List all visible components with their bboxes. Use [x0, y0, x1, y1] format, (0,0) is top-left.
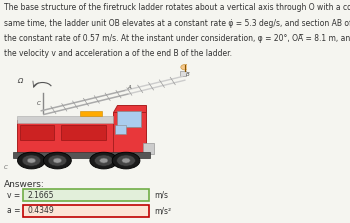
Bar	[80, 112, 102, 116]
FancyBboxPatch shape	[23, 189, 149, 201]
Circle shape	[94, 155, 113, 166]
Text: C: C	[4, 165, 7, 170]
Circle shape	[43, 152, 71, 169]
Circle shape	[117, 155, 135, 166]
Bar	[16, 120, 146, 154]
Text: C: C	[37, 101, 41, 106]
Text: v =: v =	[7, 191, 20, 200]
Bar	[143, 143, 154, 154]
Bar	[16, 116, 113, 123]
Text: Ω: Ω	[18, 78, 23, 83]
Text: m/s²: m/s²	[154, 206, 171, 215]
Circle shape	[181, 64, 190, 70]
Bar	[180, 70, 191, 76]
Bar	[117, 112, 141, 127]
Circle shape	[112, 152, 140, 169]
Circle shape	[27, 158, 35, 163]
Circle shape	[22, 155, 41, 166]
Text: the velocity v and acceleration a of the end B of the ladder.: the velocity v and acceleration a of the…	[4, 49, 232, 58]
Text: 0.4349: 0.4349	[28, 206, 55, 215]
Circle shape	[122, 158, 130, 163]
Text: B: B	[186, 72, 189, 77]
Text: the constant rate of 0.57 m/s. At the instant under consideration, φ = 20°, OA̅ : the constant rate of 0.57 m/s. At the in…	[4, 34, 350, 43]
Circle shape	[53, 158, 62, 163]
Bar	[113, 112, 146, 154]
Circle shape	[48, 155, 66, 166]
Bar	[61, 125, 106, 140]
Text: m/s: m/s	[154, 191, 168, 200]
Circle shape	[90, 152, 118, 169]
Bar	[115, 125, 126, 134]
Circle shape	[100, 158, 108, 163]
Text: Answers:: Answers:	[4, 180, 45, 188]
Polygon shape	[113, 105, 146, 112]
FancyBboxPatch shape	[23, 205, 149, 217]
Circle shape	[18, 152, 46, 169]
Text: A: A	[127, 85, 131, 90]
Bar	[13, 152, 150, 158]
Text: 2.1665: 2.1665	[28, 191, 55, 200]
Bar	[20, 125, 54, 140]
Text: same time, the ladder unit OB elevates at a constant rate φ̇ = 5.3 deg/s, and se: same time, the ladder unit OB elevates a…	[4, 19, 350, 27]
Text: a =: a =	[7, 206, 21, 215]
Text: The base structure of the firetruck ladder rotates about a vertical axis through: The base structure of the firetruck ladd…	[4, 3, 350, 12]
